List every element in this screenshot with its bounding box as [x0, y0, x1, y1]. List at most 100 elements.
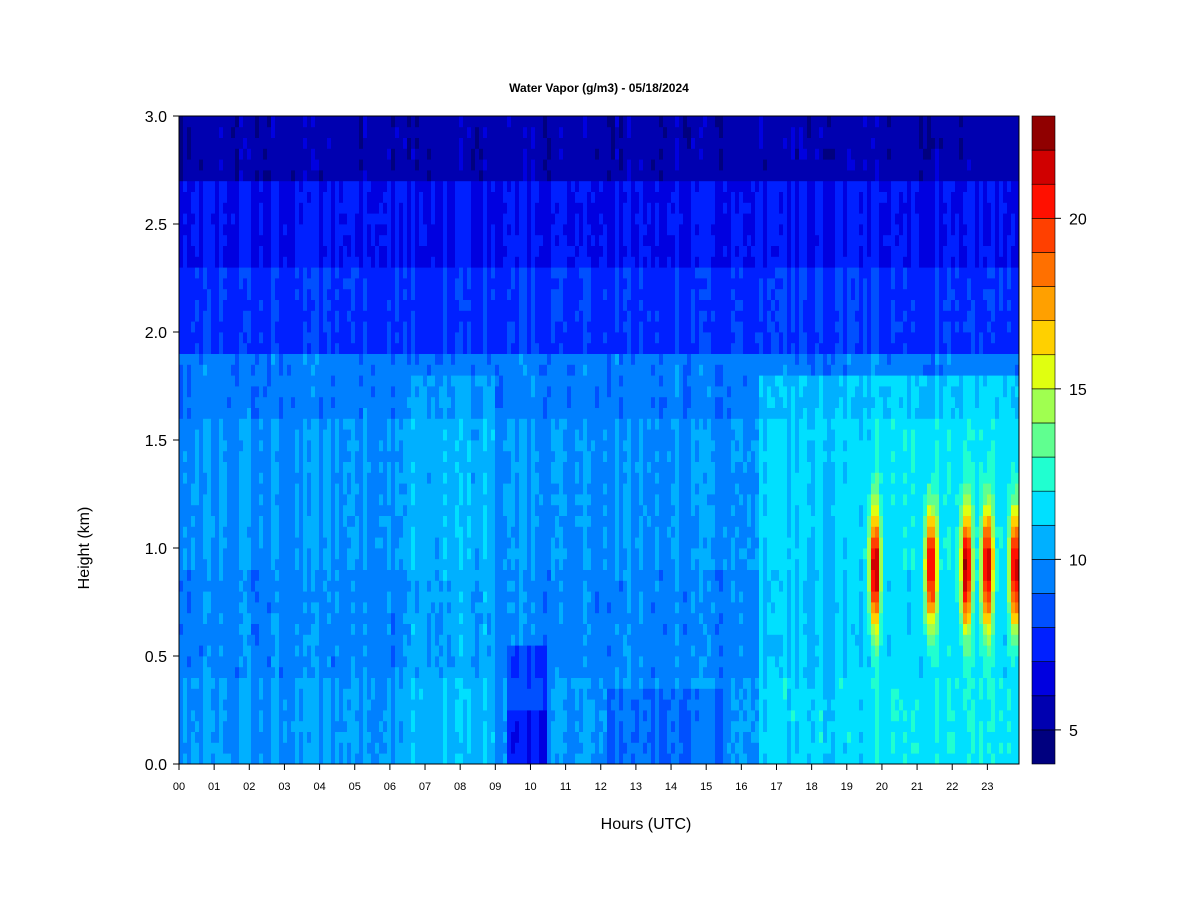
- heatmap-cell: [467, 353, 472, 365]
- heatmap-cell: [339, 170, 344, 182]
- heatmap-cell: [343, 137, 348, 149]
- heatmap-cell: [367, 537, 372, 549]
- heatmap-cell: [383, 504, 388, 516]
- heatmap-cell: [243, 375, 248, 387]
- heatmap-cell: [339, 353, 344, 365]
- heatmap-cell: [451, 126, 456, 138]
- heatmap-cell: [275, 591, 280, 603]
- heatmap-cell: [395, 569, 400, 581]
- heatmap-cell: [199, 234, 204, 246]
- heatmap-cell: [467, 504, 472, 516]
- heatmap-cell: [495, 364, 500, 376]
- heatmap-cell: [383, 159, 388, 171]
- heatmap-cell: [463, 278, 468, 290]
- heatmap-cell: [259, 440, 264, 452]
- heatmap-cell: [303, 656, 308, 668]
- heatmap-cell: [303, 299, 308, 311]
- heatmap-cell: [319, 288, 324, 300]
- heatmap-cell: [419, 526, 424, 538]
- heatmap-cell: [183, 418, 188, 430]
- heatmap-cell: [383, 170, 388, 182]
- heatmap-cell: [471, 612, 476, 624]
- heatmap-cell: [455, 472, 460, 484]
- heatmap-cell: [351, 526, 356, 538]
- heatmap-cell: [275, 256, 280, 268]
- heatmap-cell: [183, 148, 188, 160]
- heatmap-cell: [259, 288, 264, 300]
- heatmap-cell: [447, 310, 452, 322]
- heatmap-cell: [391, 332, 396, 344]
- heatmap-cell: [347, 634, 352, 646]
- heatmap-cell: [359, 753, 364, 765]
- heatmap-cell: [355, 213, 360, 225]
- heatmap-cell: [311, 602, 316, 614]
- heatmap-cell: [499, 191, 504, 203]
- heatmap-cell: [423, 450, 428, 462]
- heatmap-cell: [359, 731, 364, 743]
- heatmap-cell: [423, 558, 428, 570]
- heatmap-cell: [371, 483, 376, 495]
- heatmap-cell: [407, 699, 412, 711]
- heatmap-cell: [235, 699, 240, 711]
- heatmap-cell: [407, 234, 412, 246]
- heatmap-cell: [215, 137, 220, 149]
- heatmap-cell: [243, 753, 248, 765]
- heatmap-cell: [439, 267, 444, 279]
- heatmap-cell: [459, 256, 464, 268]
- heatmap-cell: [235, 666, 240, 678]
- heatmap-cell: [363, 591, 368, 603]
- heatmap-cell: [279, 742, 284, 754]
- heatmap-cell: [387, 591, 392, 603]
- heatmap-cell: [403, 148, 408, 160]
- heatmap-cell: [211, 710, 216, 722]
- heatmap-cell: [431, 569, 436, 581]
- heatmap-cell: [423, 634, 428, 646]
- heatmap-cell: [267, 688, 272, 700]
- heatmap-cell: [291, 202, 296, 214]
- heatmap-cell: [383, 191, 388, 203]
- heatmap-cell: [451, 688, 456, 700]
- heatmap-cell: [331, 353, 336, 365]
- heatmap-cell: [267, 623, 272, 635]
- heatmap-cell: [379, 440, 384, 452]
- heatmap-cell: [179, 634, 184, 646]
- heatmap-cell: [379, 234, 384, 246]
- heatmap-cell: [183, 742, 188, 754]
- heatmap-cell: [363, 245, 368, 257]
- heatmap-cell: [435, 699, 440, 711]
- heatmap-cell: [431, 278, 436, 290]
- heatmap-cell: [307, 677, 312, 689]
- heatmap-cell: [443, 656, 448, 668]
- heatmap-cell: [307, 580, 312, 592]
- heatmap-cell: [331, 634, 336, 646]
- heatmap-cell: [483, 396, 488, 408]
- heatmap-cell: [351, 450, 356, 462]
- heatmap-cell: [351, 623, 356, 635]
- heatmap-cell: [267, 137, 272, 149]
- heatmap-cell: [259, 753, 264, 765]
- heatmap-cell: [207, 288, 212, 300]
- heatmap-cell: [407, 429, 412, 441]
- heatmap-cell: [459, 364, 464, 376]
- heatmap-cell: [399, 753, 404, 765]
- heatmap-cell: [227, 699, 232, 711]
- heatmap-cell: [219, 656, 224, 668]
- heatmap-cell: [323, 710, 328, 722]
- heatmap-cell: [431, 234, 436, 246]
- heatmap-cell: [219, 645, 224, 657]
- heatmap-cell: [423, 720, 428, 732]
- heatmap-cell: [235, 191, 240, 203]
- heatmap-cell: [335, 742, 340, 754]
- heatmap-cell: [211, 602, 216, 614]
- heatmap-cell: [479, 450, 484, 462]
- heatmap-cell: [499, 656, 504, 668]
- heatmap-cell: [423, 116, 428, 128]
- heatmap-cell: [447, 634, 452, 646]
- heatmap-cell: [327, 537, 332, 549]
- heatmap-cell: [251, 623, 256, 635]
- heatmap-cell: [495, 742, 500, 754]
- heatmap-cell: [479, 483, 484, 495]
- heatmap-cell: [247, 656, 252, 668]
- heatmap-cell: [279, 612, 284, 624]
- heatmap-cell: [355, 580, 360, 592]
